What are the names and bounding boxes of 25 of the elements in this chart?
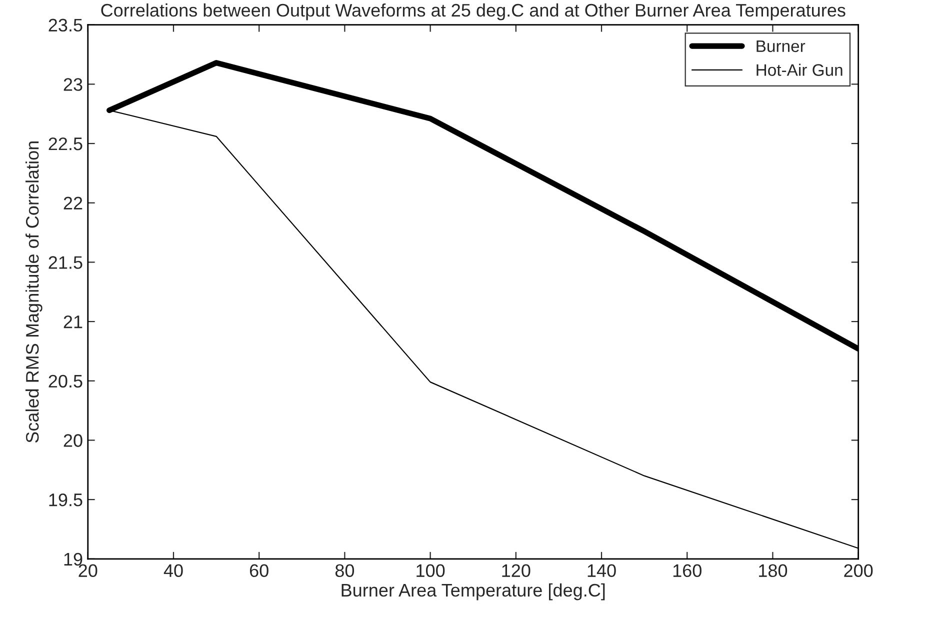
x-tick-label: 80 xyxy=(335,564,354,578)
y-tick-label: 19 xyxy=(64,552,82,566)
x-tick-label: 200 xyxy=(844,564,873,578)
y-tick-label: 21.5 xyxy=(48,256,82,269)
y-tick-label: 20 xyxy=(64,434,82,447)
y-axis-title: Scaled RMS Magnitude of Correlation xyxy=(26,141,42,443)
y-tick-label: 23 xyxy=(64,78,82,91)
x-tick-label: 100 xyxy=(416,564,445,578)
x-tick-label: 60 xyxy=(250,564,268,578)
x-tick-label: 120 xyxy=(502,564,530,578)
x-tick-label: 180 xyxy=(759,564,788,578)
legend-label: Hot-Air Gun xyxy=(756,64,842,76)
y-tick-label: 20.5 xyxy=(48,374,82,388)
chart-title: Correlations between Output Waveforms at 25 deg.C and at Other Burner Area Temperatures xyxy=(101,3,846,20)
legend-label: Burner xyxy=(756,40,806,52)
x-tick-label: 20 xyxy=(78,564,98,578)
x-tick-label: 40 xyxy=(164,564,183,578)
y-tick-label: 23.5 xyxy=(48,18,82,32)
y-tick-label: 22.5 xyxy=(48,137,82,150)
x-axis-title: Burner Area Temperature [deg.C] xyxy=(342,583,605,600)
y-tick-label: 19.5 xyxy=(49,493,82,506)
x-tick-label: 140 xyxy=(588,564,616,578)
y-tick-label: 22 xyxy=(64,196,82,210)
y-tick-label: 21 xyxy=(64,315,82,328)
x-tick-label: 160 xyxy=(673,564,702,578)
